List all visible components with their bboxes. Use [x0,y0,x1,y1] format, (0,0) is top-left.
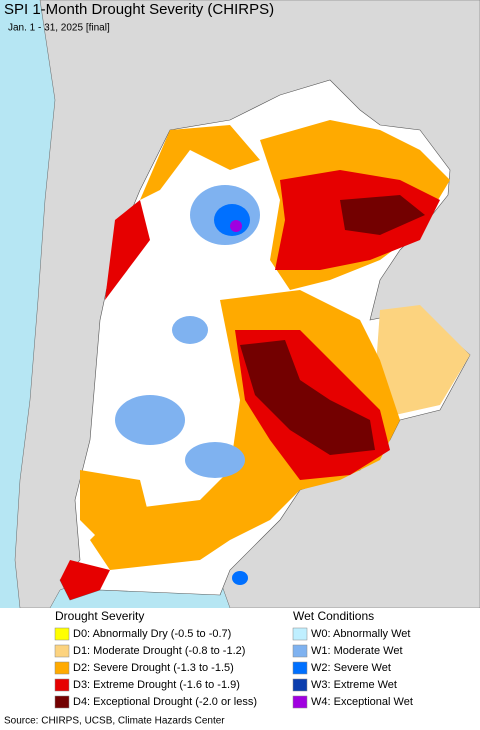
legend-swatch [292,678,308,692]
wet-area [230,220,242,232]
title: SPI 1-Month Drought Severity (CHIRPS) [4,1,274,18]
legend-swatch [292,644,308,658]
legend-swatch [54,695,70,709]
legend-label: W0: Abnormally Wet [311,628,410,640]
legend-group-title: Drought Severity [55,609,144,623]
legend-label: D3: Extreme Drought (-1.6 to -1.9) [73,679,240,691]
wet-area [232,571,248,585]
legend-label: W3: Extreme Wet [311,679,397,691]
legend-label: W2: Severe Wet [311,662,391,674]
legend-swatch [54,627,70,641]
wet-area [214,204,250,236]
drought-area [80,470,150,540]
drought-area [60,560,110,600]
legend-label: D0: Abnormally Dry (-0.5 to -0.7) [73,628,231,640]
drought-area [140,125,260,200]
source: Source: CHIRPS, UCSB, Climate Hazards Ce… [4,716,225,727]
legend-label: W4: Exceptional Wet [311,696,413,708]
legend-label: W1: Moderate Wet [311,645,403,657]
legend-group-title: Wet Conditions [293,609,374,623]
drought-area [375,305,470,415]
legend-label: D4: Exceptional Drought (-2.0 or less) [73,696,257,708]
wet-area [172,316,208,344]
wet-area [115,395,185,445]
drought-area [105,200,150,300]
legend-swatch [292,661,308,675]
legend-swatch [54,678,70,692]
wet-area [185,442,245,478]
legend: Drought Severity D0: Abnormally Dry (-0.5… [54,609,413,709]
drought-area [340,195,425,235]
map [0,0,480,609]
legend-background [0,608,480,730]
legend-swatch [292,627,308,641]
subtitle: Jan. 1 - 31, 2025 [final] [8,23,110,34]
legend-swatch [292,695,308,709]
legend-label: D2: Severe Drought (-1.3 to -1.5) [73,662,234,674]
legend-swatch [54,644,70,658]
legend-label: D1: Moderate Drought (-0.8 to -1.2) [73,645,245,657]
drought-area [240,340,375,455]
legend-swatch [54,661,70,675]
